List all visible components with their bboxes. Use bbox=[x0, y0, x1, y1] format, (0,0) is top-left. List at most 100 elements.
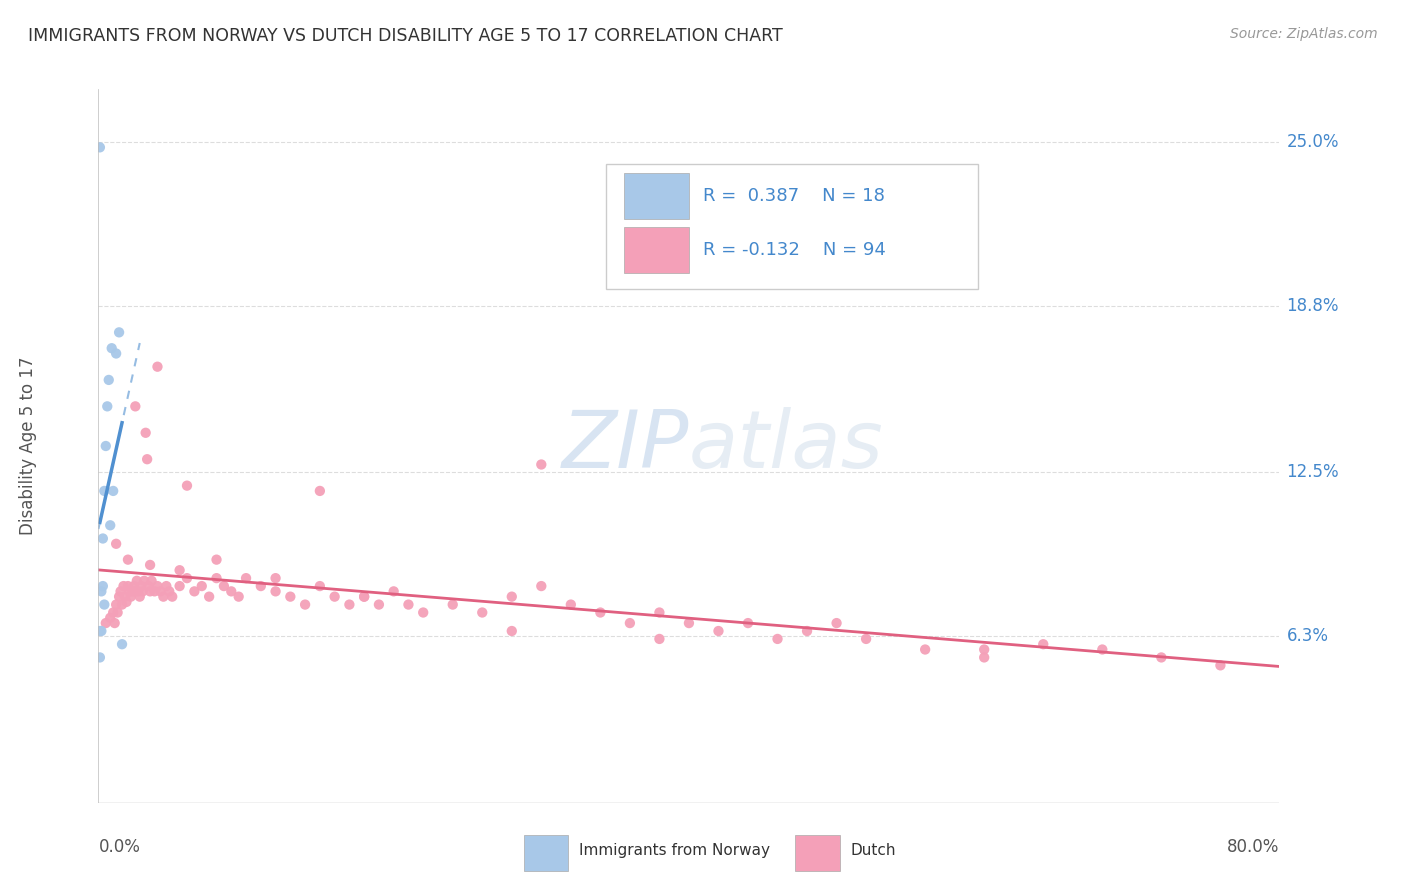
Point bbox=[90, 584, 112, 599]
Point bbox=[91, 532, 114, 546]
Point bbox=[1150, 650, 1173, 665]
Point bbox=[112, 579, 135, 593]
FancyBboxPatch shape bbox=[606, 164, 979, 289]
Point bbox=[264, 571, 287, 585]
Point bbox=[560, 598, 582, 612]
Text: Source: ZipAtlas.com: Source: ZipAtlas.com bbox=[1230, 27, 1378, 41]
Point bbox=[219, 584, 242, 599]
Point bbox=[134, 574, 156, 588]
Point bbox=[353, 590, 375, 604]
Point bbox=[98, 518, 121, 533]
Text: Disability Age 5 to 17: Disability Age 5 to 17 bbox=[20, 357, 37, 535]
Point bbox=[128, 590, 150, 604]
Text: R = -0.132    N = 94: R = -0.132 N = 94 bbox=[703, 241, 886, 259]
Text: 0.0%: 0.0% bbox=[98, 838, 141, 856]
Point bbox=[294, 598, 316, 612]
Point bbox=[162, 590, 183, 604]
Point bbox=[129, 579, 152, 593]
Point bbox=[619, 616, 641, 631]
Point bbox=[337, 598, 360, 612]
Point bbox=[93, 483, 115, 498]
Point bbox=[855, 632, 877, 646]
Point bbox=[139, 584, 162, 599]
Point bbox=[412, 606, 434, 620]
Point bbox=[132, 584, 155, 599]
Point bbox=[115, 595, 138, 609]
Point bbox=[1209, 658, 1232, 673]
Point bbox=[396, 598, 419, 612]
Point bbox=[471, 606, 494, 620]
Point bbox=[205, 571, 228, 585]
Point bbox=[678, 616, 700, 631]
Point bbox=[89, 650, 111, 665]
Point bbox=[501, 590, 523, 604]
Point bbox=[100, 341, 122, 355]
Point bbox=[97, 373, 120, 387]
Point bbox=[120, 590, 142, 604]
Point bbox=[127, 584, 149, 599]
Bar bbox=[796, 835, 841, 871]
Point bbox=[149, 584, 172, 599]
Point bbox=[105, 537, 128, 551]
Point bbox=[228, 590, 250, 604]
Point bbox=[98, 611, 121, 625]
Point bbox=[125, 574, 148, 588]
Point bbox=[530, 579, 553, 593]
Text: 18.8%: 18.8% bbox=[1286, 297, 1339, 315]
Text: R =  0.387    N = 18: R = 0.387 N = 18 bbox=[703, 187, 884, 205]
Point bbox=[118, 584, 141, 599]
Point bbox=[104, 616, 127, 631]
Point bbox=[191, 579, 214, 593]
Point bbox=[323, 590, 346, 604]
Point bbox=[136, 452, 159, 467]
Point bbox=[94, 616, 117, 631]
Point bbox=[93, 598, 115, 612]
Point bbox=[176, 478, 198, 492]
Point bbox=[309, 579, 332, 593]
Point bbox=[501, 624, 523, 638]
Point bbox=[117, 552, 139, 566]
Point bbox=[973, 650, 995, 665]
Point bbox=[124, 400, 146, 414]
Point bbox=[766, 632, 789, 646]
Point bbox=[825, 616, 848, 631]
Point bbox=[108, 326, 131, 340]
Point bbox=[90, 624, 112, 638]
Point bbox=[135, 425, 157, 440]
Point bbox=[138, 579, 160, 593]
Text: Immigrants from Norway: Immigrants from Norway bbox=[579, 843, 770, 858]
Text: 80.0%: 80.0% bbox=[1227, 838, 1279, 856]
Point bbox=[122, 579, 145, 593]
Bar bbox=[624, 173, 689, 219]
Point bbox=[796, 624, 818, 638]
Point bbox=[382, 584, 405, 599]
Point bbox=[103, 483, 125, 498]
Point bbox=[235, 571, 257, 585]
Bar bbox=[624, 227, 689, 273]
Point bbox=[264, 584, 287, 599]
Text: 6.3%: 6.3% bbox=[1286, 627, 1329, 645]
Point bbox=[176, 571, 198, 585]
Point bbox=[111, 598, 134, 612]
Point bbox=[91, 579, 114, 593]
Point bbox=[250, 579, 273, 593]
Point bbox=[124, 584, 146, 599]
Point bbox=[737, 616, 759, 631]
Point bbox=[353, 590, 375, 604]
Point bbox=[117, 579, 139, 593]
Point bbox=[105, 598, 128, 612]
Text: IMMIGRANTS FROM NORWAY VS DUTCH DISABILITY AGE 5 TO 17 CORRELATION CHART: IMMIGRANTS FROM NORWAY VS DUTCH DISABILI… bbox=[28, 27, 783, 45]
Point bbox=[309, 483, 332, 498]
Point bbox=[1032, 637, 1054, 651]
Point bbox=[146, 359, 169, 374]
Point bbox=[89, 140, 111, 154]
Point bbox=[914, 642, 936, 657]
Point bbox=[1091, 642, 1114, 657]
Point bbox=[530, 458, 553, 472]
Point bbox=[169, 563, 191, 577]
Bar bbox=[523, 835, 568, 871]
Point bbox=[707, 624, 730, 638]
Point bbox=[278, 590, 302, 604]
Point bbox=[94, 439, 117, 453]
Point bbox=[368, 598, 391, 612]
